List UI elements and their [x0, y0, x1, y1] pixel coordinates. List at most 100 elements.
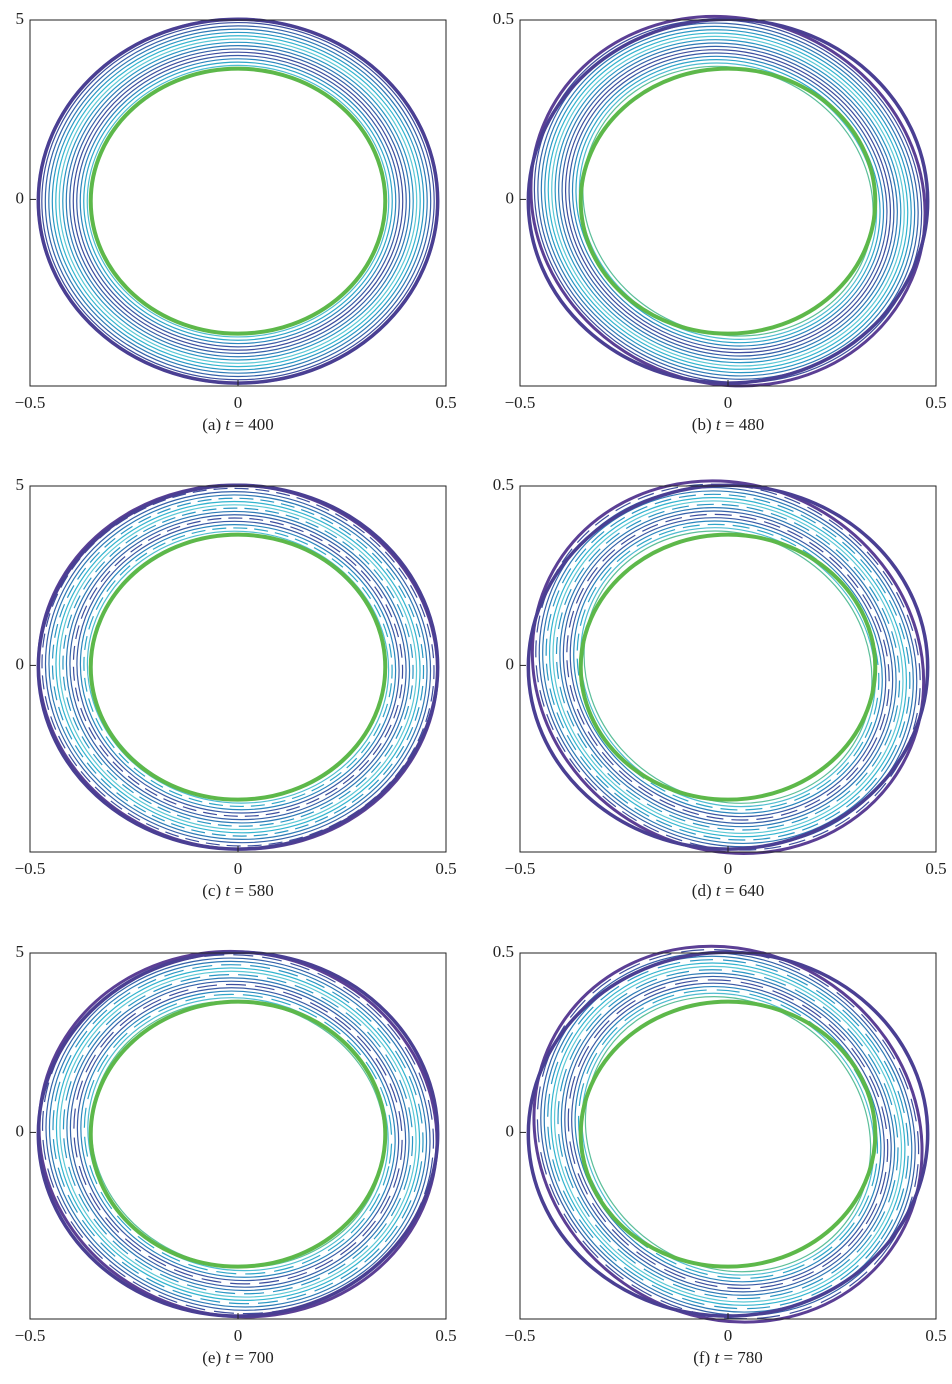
- caption-part: (f): [693, 1348, 714, 1367]
- y-tick-label: 5: [16, 942, 25, 961]
- caption-part: t: [716, 881, 722, 900]
- contour-line: [48, 494, 428, 840]
- contour-line: [45, 957, 431, 1311]
- contour-line: [552, 500, 904, 834]
- contour-line: [69, 980, 407, 1288]
- contour-line: [76, 987, 400, 1282]
- caption: (f) t = 780: [693, 1348, 763, 1367]
- y-tick-label: 5: [16, 475, 25, 494]
- contour-line: [554, 39, 902, 364]
- contour-line: [553, 965, 903, 1303]
- contour-line: [55, 500, 421, 834]
- y-tick-label: 0.5: [493, 942, 514, 961]
- contour-line: [578, 62, 878, 340]
- x-tick-label: 0.5: [925, 1326, 946, 1345]
- x-tick-label: 0.5: [435, 1326, 456, 1345]
- contour-line: [86, 530, 390, 804]
- contour-line: [58, 38, 418, 364]
- contour-line: [540, 25, 916, 377]
- contour-line: [65, 510, 411, 824]
- contour-line: [48, 28, 428, 374]
- contour-line: [83, 993, 393, 1275]
- contour-line: [550, 962, 906, 1306]
- contour-line: [58, 504, 418, 831]
- contour-line: [87, 997, 389, 1272]
- contour-line: [536, 948, 920, 1320]
- x-tick-label: 0: [724, 1326, 733, 1345]
- contour-line: [575, 59, 881, 344]
- x-tick-label: −0.5: [15, 1326, 46, 1345]
- contour-line: [545, 493, 911, 841]
- contour-line: [568, 52, 888, 350]
- caption-part: = 580: [230, 881, 274, 900]
- inner-boundary: [88, 66, 388, 336]
- y-tick-label: 0.5: [493, 9, 514, 28]
- caption-part: t: [225, 881, 231, 900]
- contour-line: [566, 513, 890, 821]
- inner-boundary: [578, 532, 878, 802]
- contour-line: [560, 972, 896, 1296]
- caption: (e) t = 700: [202, 1348, 273, 1367]
- contour-line: [69, 48, 407, 355]
- y-tick-label: 5: [16, 9, 25, 28]
- contour-line: [537, 22, 919, 380]
- contour-line: [83, 527, 393, 808]
- panel: −0.5 0 0.5 0.5 0 (f) t = 780: [493, 942, 947, 1367]
- inner-boundary: [578, 66, 878, 336]
- contour-line: [571, 55, 885, 347]
- caption-part: t: [225, 415, 231, 434]
- contour-line: [564, 49, 892, 354]
- panel: −0.5 0 0.5 0.5 0 (d) t = 640: [493, 475, 947, 900]
- y-tick-label: 0: [506, 654, 515, 673]
- caption-part: = 640: [721, 881, 765, 900]
- contour-line: [577, 989, 879, 1280]
- contour-line: [51, 497, 425, 837]
- caption: (c) t = 580: [202, 881, 273, 900]
- contour-line: [561, 45, 895, 357]
- contour-line: [80, 990, 396, 1278]
- contour-line: [62, 973, 414, 1295]
- caption: (b) t = 480: [692, 415, 764, 434]
- contour-line: [48, 960, 428, 1308]
- contour-line: [544, 29, 912, 374]
- x-tick-label: 0.5: [435, 393, 456, 412]
- outer-boundary: [526, 483, 930, 851]
- contour-line: [584, 996, 872, 1273]
- contour-line: [66, 977, 410, 1292]
- y-tick-label: 0: [16, 1121, 25, 1140]
- x-tick-label: 0: [234, 393, 243, 412]
- y-tick-label: 0: [16, 654, 25, 673]
- contour-line: [86, 64, 390, 338]
- caption-part: (c): [202, 881, 225, 900]
- caption-part: t: [714, 1348, 720, 1367]
- contour-line: [547, 959, 909, 1310]
- x-tick-label: 0: [724, 859, 733, 878]
- x-tick-label: 0: [234, 859, 243, 878]
- caption-part: = 780: [719, 1348, 763, 1367]
- caption-part: = 400: [230, 415, 274, 434]
- contour-line: [79, 524, 397, 811]
- contour-line: [41, 21, 435, 381]
- contour-line: [543, 955, 913, 1313]
- contour-line: [62, 507, 414, 827]
- caption-part: t: [225, 1348, 231, 1367]
- caption: (d) t = 640: [692, 881, 764, 900]
- contour-line: [581, 992, 875, 1276]
- contour-line: [65, 45, 411, 358]
- caption: (a) t = 400: [202, 415, 273, 434]
- x-tick-label: 0.5: [925, 859, 946, 878]
- contour-line: [36, 17, 440, 385]
- contour-line: [571, 982, 885, 1286]
- contour-line: [538, 487, 918, 848]
- contour-line: [72, 517, 404, 817]
- x-tick-label: 0: [724, 393, 733, 412]
- contour-line: [44, 491, 432, 844]
- inner-boundary: [88, 532, 388, 802]
- contour-line: [83, 61, 393, 341]
- contour-line: [59, 970, 417, 1298]
- contour-line: [55, 35, 421, 368]
- contour-line: [73, 983, 403, 1285]
- inner-boundary: [88, 999, 388, 1269]
- y-tick-label: 0: [16, 188, 25, 207]
- y-tick-label: 0: [506, 1121, 515, 1140]
